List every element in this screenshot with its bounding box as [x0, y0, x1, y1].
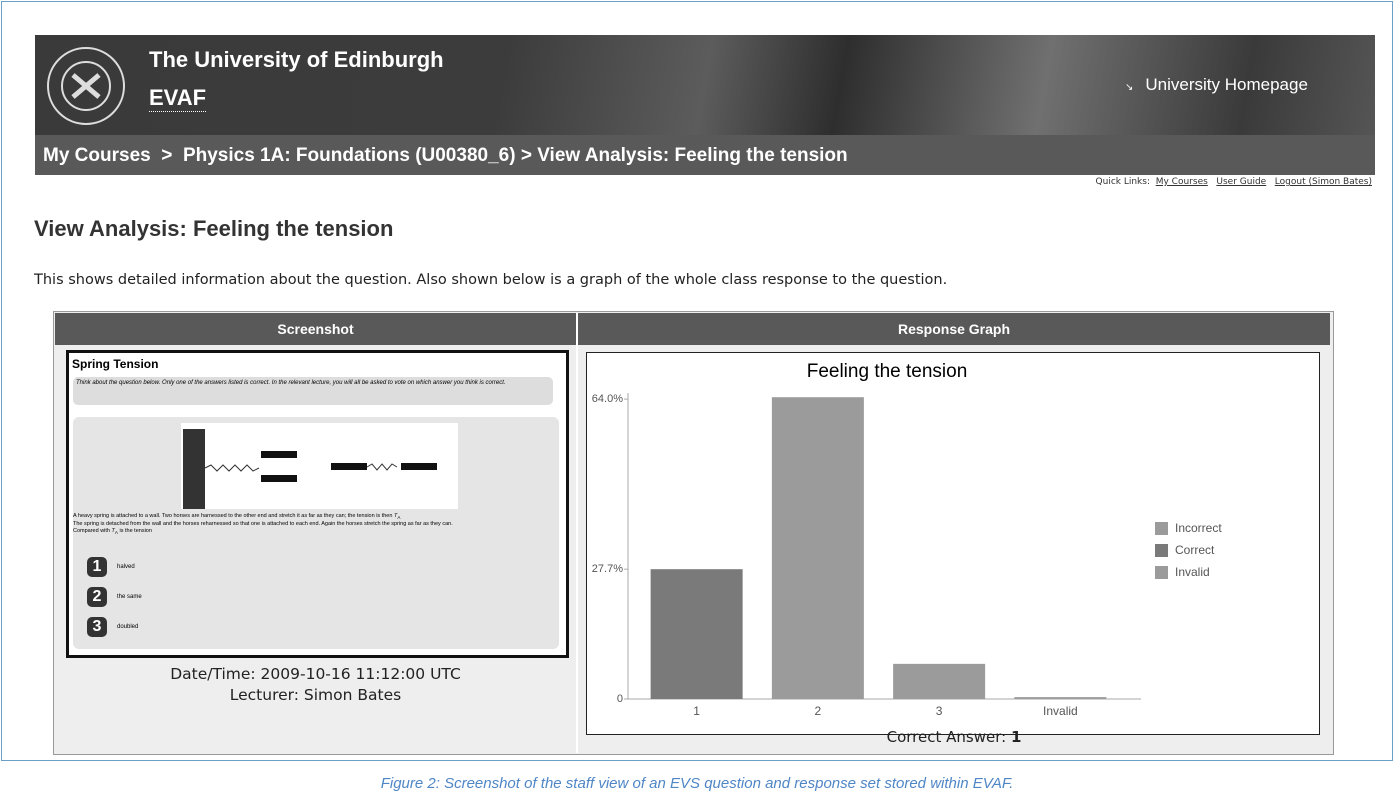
- legend-label: Invalid: [1175, 565, 1210, 579]
- subscript: A: [115, 530, 118, 535]
- question-line: is the tension: [120, 528, 152, 534]
- legend-label: Incorrect: [1175, 521, 1222, 535]
- question-instructions: Think about the question below. Only one…: [73, 377, 553, 405]
- question-box: A heavy spring is attached to a wall. Tw…: [73, 417, 559, 649]
- question-screenshot: Spring Tension Think about the question …: [66, 350, 569, 658]
- university-name: The University of Edinburgh: [149, 47, 444, 73]
- y-tick-label: 0: [617, 693, 623, 705]
- question-line: A heavy spring is attached to a wall. Tw…: [73, 513, 392, 519]
- question-text: A heavy spring is attached to a wall. Tw…: [73, 513, 557, 536]
- breadcrumb: My Courses > Physics 1A: Foundations (U0…: [35, 135, 1375, 175]
- breadcrumb-current: View Analysis: Feeling the tension: [537, 145, 847, 166]
- x-tick-label: 3: [936, 704, 943, 718]
- separator: >: [161, 145, 172, 166]
- quick-links-label: Quick Links:: [1096, 177, 1150, 187]
- bar: [772, 397, 864, 699]
- quick-links: Quick Links: My Courses User Guide Logou…: [1096, 177, 1372, 187]
- logo: [45, 45, 127, 127]
- correct-answer-label: Correct Answer:: [887, 728, 1007, 746]
- option-number: 3: [87, 617, 107, 637]
- question-meta: Date/Time: 2009-10-16 11:12:00 UTC Lectu…: [55, 664, 576, 706]
- separator: >: [521, 145, 532, 166]
- app-name[interactable]: EVAF: [149, 85, 206, 112]
- x-tick-label: 2: [815, 704, 822, 718]
- question-line: The spring is detached from the wall and…: [73, 521, 453, 527]
- header-banner: The University of Edinburgh EVAF ↘ Univer…: [35, 35, 1375, 135]
- y-tick-label: 27.7%: [592, 563, 623, 575]
- option-label: the same: [117, 594, 142, 600]
- legend-swatch: [1155, 544, 1168, 557]
- table-header: Screenshot: [55, 313, 576, 345]
- option-label: halved: [117, 564, 135, 570]
- legend-label: Correct: [1175, 543, 1215, 557]
- homepage-text[interactable]: University Homepage: [1145, 75, 1308, 94]
- intro-text: This shows detailed information about th…: [34, 272, 947, 288]
- arrow-icon: ↘: [1125, 82, 1133, 93]
- datetime: Date/Time: 2009-10-16 11:12:00 UTC: [55, 664, 576, 685]
- page: The University of Edinburgh EVAF ↘ Univer…: [0, 0, 1394, 807]
- chart-title: Feeling the tension: [807, 361, 968, 382]
- breadcrumb-link[interactable]: My Courses: [43, 145, 151, 166]
- page-title: View Analysis: Feeling the tension: [34, 216, 393, 242]
- correct-answer: Correct Answer: 1: [578, 728, 1330, 746]
- subscript: A: [397, 515, 400, 520]
- question-line: Compared with: [73, 528, 110, 534]
- breadcrumb-link[interactable]: Physics 1A: Foundations (U00380_6): [183, 145, 516, 166]
- table-header: Response Graph: [578, 313, 1330, 345]
- horses-diagram: [181, 423, 458, 509]
- quick-link[interactable]: My Courses: [1156, 177, 1208, 187]
- bar: [651, 569, 743, 699]
- quick-link[interactable]: Logout (Simon Bates): [1275, 177, 1372, 187]
- figure-caption: Figure 2: Screenshot of the staff view o…: [0, 775, 1394, 792]
- question-title: Spring Tension: [72, 357, 158, 371]
- option-number: 2: [87, 587, 107, 607]
- quick-link[interactable]: User Guide: [1216, 177, 1266, 187]
- option-label: doubled: [117, 624, 138, 630]
- homepage-link[interactable]: ↘ University Homepage: [1125, 75, 1308, 95]
- option-number: 1: [87, 557, 107, 577]
- y-tick-label: 64.0%: [592, 393, 623, 405]
- cell-divider: [576, 313, 578, 753]
- x-tick-label: Invalid: [1043, 704, 1078, 718]
- legend-swatch: [1155, 566, 1168, 579]
- response-chart: Feeling the tension 0 27.7% 64.0% 1 2 3 Invali…: [586, 352, 1321, 736]
- legend-swatch: [1155, 522, 1168, 535]
- bar: [1014, 697, 1106, 699]
- lecturer: Lecturer: Simon Bates: [55, 685, 576, 706]
- correct-answer-value: 1: [1011, 728, 1021, 746]
- x-tick-label: 1: [693, 704, 700, 718]
- bar: [893, 664, 985, 699]
